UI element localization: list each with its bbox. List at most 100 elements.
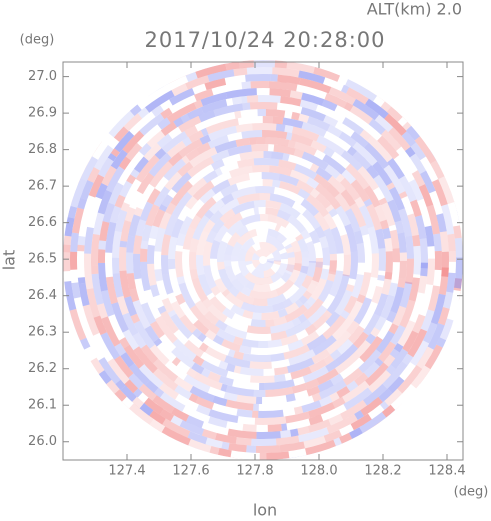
echo-cell bbox=[222, 307, 236, 320]
echo-cell bbox=[321, 247, 330, 266]
echo-cell bbox=[233, 365, 242, 374]
echo-cell bbox=[235, 225, 249, 238]
echo-cell bbox=[157, 305, 167, 314]
echo-cell bbox=[138, 383, 157, 401]
echo-cell bbox=[168, 152, 183, 167]
echo-cell bbox=[151, 105, 164, 117]
echo-cell bbox=[379, 219, 389, 230]
echo-cell bbox=[214, 140, 238, 154]
echo-cell bbox=[98, 370, 112, 385]
echo-cell bbox=[170, 300, 186, 319]
echo-cell bbox=[367, 370, 392, 393]
echo-cell bbox=[78, 282, 90, 307]
echo-cell bbox=[363, 198, 373, 208]
echo-cell bbox=[337, 338, 354, 355]
echo-cell bbox=[420, 309, 435, 332]
echo-cell bbox=[209, 296, 227, 314]
echo-cell bbox=[350, 131, 369, 148]
echo-cell bbox=[299, 77, 332, 94]
echo-cell bbox=[267, 228, 281, 239]
echo-cell bbox=[374, 357, 384, 367]
echo-cell bbox=[203, 265, 217, 289]
echo-cell bbox=[77, 235, 86, 246]
echo-cell bbox=[411, 170, 426, 188]
echo-cell bbox=[269, 88, 291, 98]
echo-cell bbox=[320, 268, 330, 281]
echo-cell bbox=[157, 117, 171, 130]
echo-cell bbox=[119, 180, 133, 198]
echo-cell bbox=[246, 325, 271, 334]
echo-cell bbox=[270, 271, 283, 283]
echo-cell bbox=[265, 386, 294, 397]
echo-cell bbox=[176, 232, 186, 247]
echo-cell bbox=[316, 368, 339, 385]
echo-cell bbox=[300, 106, 326, 122]
echo-cell bbox=[280, 95, 302, 107]
echo-cell bbox=[224, 260, 232, 267]
echo-cell bbox=[297, 426, 310, 436]
echo-cell bbox=[373, 293, 389, 317]
echo-cell bbox=[225, 61, 240, 71]
echo-cell bbox=[263, 267, 276, 278]
echo-cell bbox=[249, 289, 271, 299]
echo-cell bbox=[419, 238, 428, 269]
echo-cell bbox=[160, 121, 178, 136]
echo-cell bbox=[67, 205, 78, 219]
echo-cell bbox=[120, 202, 130, 212]
echo-cell bbox=[101, 316, 121, 347]
echo-cell bbox=[261, 172, 280, 181]
echo-cell bbox=[249, 361, 272, 369]
echo-cell bbox=[251, 268, 265, 279]
y-unit: (deg) bbox=[20, 33, 55, 48]
echo-cell bbox=[252, 298, 268, 306]
echo-cell bbox=[241, 130, 263, 139]
echo-cell bbox=[359, 129, 372, 141]
echo-cell bbox=[231, 255, 239, 262]
echo-cell bbox=[211, 159, 225, 171]
echo-cell bbox=[97, 157, 114, 178]
echo-cell bbox=[147, 263, 157, 286]
echo-cell bbox=[384, 388, 403, 407]
echo-cell bbox=[323, 228, 337, 255]
echo-cell bbox=[327, 175, 346, 194]
echo-cell bbox=[323, 429, 343, 443]
echo-cell bbox=[97, 189, 113, 215]
echo-cell bbox=[398, 191, 408, 199]
echo-cell bbox=[202, 298, 213, 309]
echo-cell bbox=[441, 204, 455, 235]
echo-cell bbox=[276, 209, 292, 221]
echo-cell bbox=[221, 441, 230, 450]
echo-cell bbox=[220, 183, 239, 198]
echo-cell bbox=[386, 182, 396, 191]
echo-cell bbox=[257, 108, 266, 117]
echo-cell bbox=[298, 70, 326, 84]
echo-cell bbox=[161, 254, 170, 275]
echo-cell bbox=[120, 220, 132, 242]
echo-cell bbox=[264, 193, 271, 201]
echo-cell bbox=[291, 383, 308, 394]
echo-cell bbox=[238, 260, 250, 277]
echo-cell bbox=[338, 131, 357, 148]
echo-cell bbox=[375, 330, 395, 354]
echo-cell bbox=[270, 74, 278, 82]
echo-cell bbox=[397, 365, 423, 394]
echo-cell bbox=[156, 133, 173, 149]
echo-cell bbox=[112, 257, 120, 274]
y-tick-label: 26.4 bbox=[28, 288, 57, 303]
echo-cell bbox=[405, 235, 414, 259]
echo-cell bbox=[242, 353, 271, 362]
echo-cell bbox=[97, 249, 106, 263]
echo-cell bbox=[149, 284, 160, 298]
echo-cell bbox=[166, 102, 197, 124]
echo-cell bbox=[93, 145, 114, 171]
echo-cell bbox=[410, 199, 422, 218]
echo-cell bbox=[128, 373, 144, 389]
echo-cell bbox=[251, 410, 259, 418]
echo-cell bbox=[245, 250, 254, 262]
echo-cell bbox=[114, 343, 127, 357]
echo-cell bbox=[373, 174, 394, 203]
echo-cell bbox=[268, 81, 298, 92]
echo-cell bbox=[282, 117, 304, 129]
echo-cell bbox=[397, 232, 407, 253]
echo-cell bbox=[262, 130, 288, 140]
